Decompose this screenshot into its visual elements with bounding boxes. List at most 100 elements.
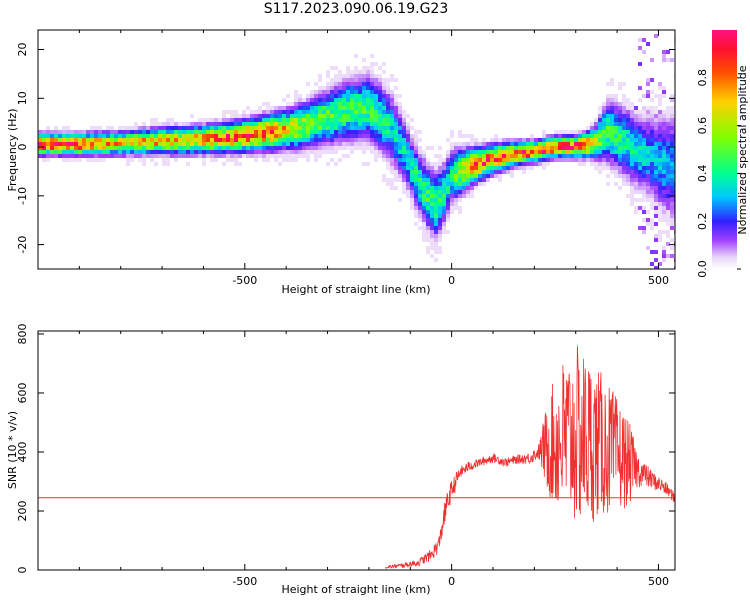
spectrogram-cell xyxy=(142,134,146,138)
spectrogram-cell xyxy=(278,110,282,114)
spectrogram-cell xyxy=(598,126,602,130)
spectrogram-cell xyxy=(442,206,446,210)
spectrogram-cell xyxy=(414,178,418,182)
spectrogram-cell xyxy=(426,198,430,202)
spectrogram-cell xyxy=(670,254,674,258)
spectrogram-cell xyxy=(494,174,498,178)
spectrogram-cell xyxy=(350,110,354,114)
spectrogram-cell xyxy=(418,198,422,202)
spectrogram-cell xyxy=(418,178,422,182)
spectrogram-cell xyxy=(134,138,138,142)
spectrogram-cell xyxy=(122,142,126,146)
spectrogram-cell xyxy=(610,122,614,126)
spectrogram-cell xyxy=(586,158,590,162)
spectrogram-cell xyxy=(378,90,382,94)
spectrogram-cell xyxy=(606,142,610,146)
spectrogram-cell xyxy=(170,130,174,134)
spectrogram-cell xyxy=(266,122,270,126)
spectrogram-cell xyxy=(406,158,410,162)
spectrogram-cell xyxy=(42,130,46,134)
spectrogram-cell xyxy=(82,138,86,142)
spectrogram-cell xyxy=(50,146,54,150)
spectrogram-cell xyxy=(366,98,370,102)
spectrogram-cell xyxy=(302,118,306,122)
spectrogram-cell xyxy=(278,126,282,130)
spectrogram-cell xyxy=(446,214,450,218)
spectrogram-cell xyxy=(606,118,610,122)
spectrogram-cell xyxy=(638,122,642,126)
spectrogram-cell xyxy=(262,134,266,138)
spectrogram-cell xyxy=(402,170,406,174)
spectrogram-cell xyxy=(342,82,346,86)
spectrogram-cell xyxy=(454,202,458,206)
spectrogram-cell xyxy=(354,94,358,98)
spectrogram-cell xyxy=(262,154,266,158)
spectrogram-cell xyxy=(154,146,158,150)
spectrogram-cell xyxy=(434,190,438,194)
spectrogram-cell xyxy=(302,106,306,110)
spectrogram-cell xyxy=(626,102,630,106)
snr-frame xyxy=(37,330,676,571)
colorbar-tick-label: 0.0 xyxy=(696,260,709,278)
spectrogram-cell xyxy=(458,186,462,190)
spectrogram-cell xyxy=(162,162,166,166)
spectrogram-cell xyxy=(90,154,94,158)
spectrogram-cell xyxy=(394,94,398,98)
spectrogram-cell xyxy=(226,146,230,150)
spectrogram-cell xyxy=(130,154,134,158)
spectrogram-cell xyxy=(98,138,102,142)
spectrogram-cell xyxy=(646,42,650,46)
spectrogram-cell xyxy=(522,166,526,170)
spectrogram-cell xyxy=(626,178,630,182)
spectrogram-cell xyxy=(662,218,666,222)
spectrogram-cell xyxy=(426,250,430,254)
spectrogram-cell xyxy=(82,142,86,146)
spectrogram-cell xyxy=(482,170,486,174)
spectrogram-cell xyxy=(450,130,454,134)
spectrogram-cell xyxy=(554,134,558,138)
spectrogram-cell xyxy=(618,106,622,110)
spectrogram-cell xyxy=(622,94,626,98)
spectrogram-cell xyxy=(94,138,98,142)
spectrogram-cell xyxy=(414,170,418,174)
spectrogram-cell xyxy=(402,186,406,190)
spectrogram-cell xyxy=(90,130,94,134)
spectrogram-cell xyxy=(38,134,42,138)
spectrogram-cell xyxy=(618,174,622,178)
spectrogram-cell xyxy=(446,178,450,182)
spectrogram-cell xyxy=(334,86,338,90)
spectrogram-cell xyxy=(246,138,250,142)
spectrogram-cell xyxy=(54,154,58,158)
spectrogram-cell xyxy=(110,130,114,134)
spectrogram-cell xyxy=(290,146,294,150)
spectrogram-cell xyxy=(426,170,430,174)
spectrogram-cell xyxy=(454,158,458,162)
spectrogram-cell xyxy=(390,78,394,82)
spectrogram-cell xyxy=(286,126,290,130)
spectrogram-cell xyxy=(614,182,618,186)
spectrogram-cell xyxy=(390,106,394,110)
spectrogram-cell xyxy=(438,158,442,162)
spectrogram-cell xyxy=(398,102,402,106)
spectrogram-cell xyxy=(402,174,406,178)
spectrogram-cell xyxy=(414,210,418,214)
spectrogram-cell xyxy=(610,78,614,82)
spectrogram-cell xyxy=(618,82,622,86)
spectrogram-cell xyxy=(270,106,274,110)
spectrogram-cell xyxy=(286,122,290,126)
spectrogram-cell xyxy=(366,90,370,94)
spectrogram-cell xyxy=(334,142,338,146)
spectrogram-cell xyxy=(210,142,214,146)
spectrogram-cell xyxy=(606,110,610,114)
spectrogram-cell xyxy=(422,218,426,222)
spectrogram-cell xyxy=(198,126,202,130)
spectrogram-cell xyxy=(406,114,410,118)
spectrogram-cell xyxy=(410,198,414,202)
spectrogram-cell xyxy=(614,154,618,158)
spectrogram-cell xyxy=(566,154,570,158)
spectrogram-cell xyxy=(378,98,382,102)
spectrogram-cell xyxy=(634,170,638,174)
spectrogram-cell xyxy=(450,162,454,166)
spectrogram-cell xyxy=(670,118,674,122)
